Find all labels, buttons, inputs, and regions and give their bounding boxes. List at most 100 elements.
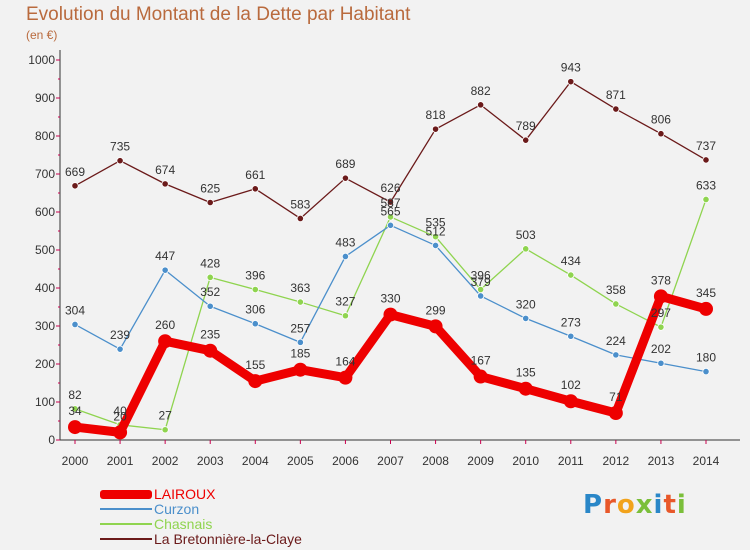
data-label: 102	[561, 378, 581, 392]
series-point-2	[657, 323, 665, 331]
x-tick-label: 2005	[287, 454, 314, 468]
series-point-3	[477, 101, 485, 109]
series-point-1	[567, 332, 575, 340]
series-point-2	[341, 312, 350, 320]
x-tick-label: 2007	[377, 454, 404, 468]
series-point-0	[68, 420, 82, 435]
data-label: 674	[155, 163, 175, 177]
y-tick-label: 400	[35, 281, 55, 295]
data-label: 396	[471, 269, 491, 283]
series-point-2	[702, 195, 710, 204]
data-label: 735	[110, 140, 130, 154]
data-label: 273	[561, 315, 581, 329]
y-tick-label: 700	[35, 167, 55, 181]
series-point-2	[251, 285, 259, 294]
data-label: 587	[380, 196, 400, 210]
data-label: 434	[561, 254, 581, 268]
series-point-3	[206, 198, 214, 207]
y-tick-label: 100	[35, 395, 55, 409]
series-point-0	[518, 381, 533, 396]
chart-title: Evolution du Montant de la Dette par Hab…	[26, 4, 411, 25]
series-point-3	[116, 157, 124, 165]
series-point-3	[522, 136, 530, 144]
data-label: 882	[471, 84, 491, 98]
data-label: 155	[245, 358, 265, 372]
x-tick-label: 2004	[242, 454, 269, 468]
series-point-1	[657, 359, 665, 367]
data-label: 135	[516, 366, 536, 380]
legend-swatch	[100, 508, 152, 511]
legend-item: La Bretonnière-la-Claye	[100, 531, 302, 546]
data-label: 260	[155, 318, 175, 332]
legend-item: Curzon	[100, 501, 302, 516]
y-tick-label: 800	[35, 129, 55, 143]
data-label: 378	[651, 273, 671, 287]
series-point-1	[71, 320, 79, 329]
y-tick-label: 900	[35, 91, 55, 105]
data-label: 483	[335, 235, 355, 249]
y-tick-label: 300	[35, 319, 55, 333]
series-point-3	[657, 130, 665, 138]
y-tick-label: 1000	[28, 53, 55, 67]
data-label: 71	[609, 390, 623, 404]
series-point-0	[203, 343, 218, 358]
data-label: 583	[290, 197, 310, 211]
series-point-1	[386, 221, 395, 229]
series-point-2	[161, 426, 169, 434]
data-label: 789	[516, 119, 536, 133]
series-point-0	[248, 374, 263, 389]
series-point-2	[296, 298, 304, 306]
x-tick-label: 2010	[512, 454, 539, 468]
series-point-0	[653, 289, 668, 304]
data-label: 689	[335, 157, 355, 171]
data-label: 396	[245, 269, 265, 283]
series-point-2	[431, 233, 440, 241]
series-point-1	[116, 345, 124, 353]
proxiti-logo: Proxiti	[583, 490, 687, 520]
x-tick-label: 2002	[152, 454, 179, 468]
series-point-0	[428, 319, 443, 334]
data-label: 306	[245, 303, 265, 317]
series-point-3	[612, 105, 620, 113]
data-label: 27	[158, 409, 172, 423]
series-point-1	[522, 314, 530, 322]
series-point-2	[71, 405, 79, 413]
data-label: 345	[696, 286, 716, 300]
series-point-1	[251, 320, 259, 328]
data-label: 224	[606, 334, 626, 348]
series-point-3	[386, 198, 395, 206]
data-label: 806	[651, 113, 671, 127]
series-point-3	[431, 125, 440, 133]
x-tick-label: 2003	[197, 454, 224, 468]
series-point-3	[161, 180, 169, 188]
legend-swatch	[100, 489, 152, 499]
data-label: 447	[155, 249, 175, 263]
series-point-0	[608, 406, 623, 421]
data-label: 180	[696, 351, 716, 365]
data-label: 40	[113, 404, 127, 418]
series-point-1	[702, 367, 710, 376]
legend-label: Curzon	[154, 500, 200, 517]
data-label: 625	[200, 182, 220, 196]
series-point-1	[296, 338, 304, 346]
data-label: 512	[426, 224, 446, 238]
data-label: 202	[651, 342, 671, 356]
series-point-3	[341, 174, 350, 182]
x-tick-label: 2006	[332, 454, 359, 468]
data-label: 503	[516, 228, 536, 242]
data-label: 299	[426, 303, 446, 317]
series-point-3	[296, 214, 304, 223]
series-point-1	[612, 351, 620, 359]
data-label: 327	[335, 295, 355, 309]
data-label: 428	[200, 256, 220, 270]
y-tick-label: 600	[35, 205, 55, 219]
series-point-0	[563, 394, 578, 409]
series-point-0	[383, 307, 398, 322]
data-label: 257	[290, 321, 310, 335]
x-tick-label: 2011	[558, 454, 584, 468]
data-label: 358	[606, 283, 626, 297]
series-point-0	[158, 334, 173, 349]
series-point-0	[338, 370, 353, 385]
data-label: 185	[290, 347, 310, 361]
